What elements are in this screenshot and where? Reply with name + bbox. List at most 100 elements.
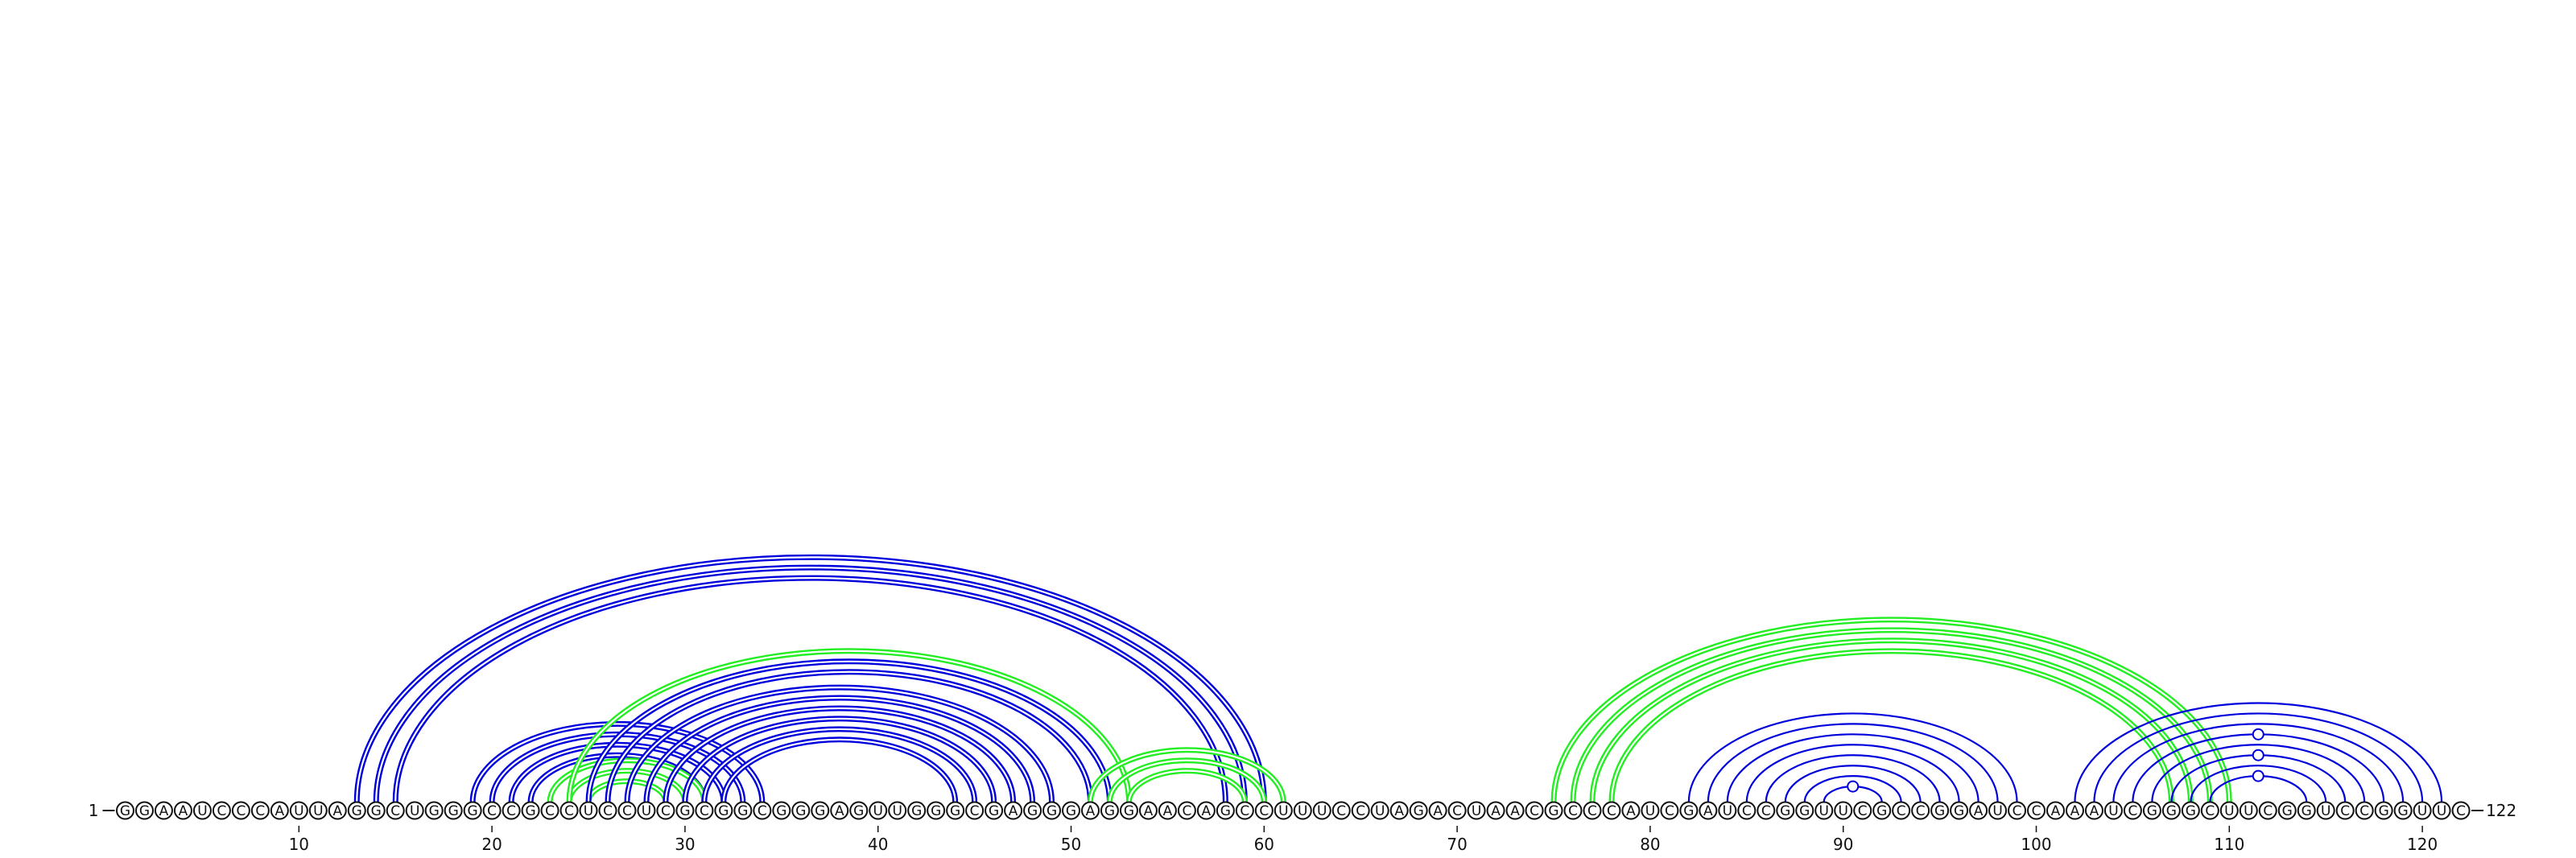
nucleotide: G xyxy=(733,801,753,820)
nucleotide-letter: G xyxy=(2186,803,2196,819)
nucleotide-letter: G xyxy=(468,803,478,819)
base-pair-arc xyxy=(2151,744,2366,802)
nucleotide-letter: G xyxy=(2147,803,2157,819)
base-pair-arc xyxy=(1550,617,2232,802)
nucleotide-circle xyxy=(540,801,559,820)
nucleotide: G xyxy=(791,801,811,820)
nucleotide: G xyxy=(2374,801,2393,820)
nucleotide: U xyxy=(2316,801,2335,820)
nucleotide-letter: A xyxy=(1163,803,1173,819)
nucleotide-circle xyxy=(2142,801,2161,820)
nucleotide-letter: U xyxy=(1298,803,1307,819)
nucleotide-circle xyxy=(1370,801,1389,820)
nucleotide: C xyxy=(502,801,521,820)
nucleotide-circle xyxy=(1196,801,1216,820)
nucleotide-letter: G xyxy=(1548,803,1558,819)
nucleotide: C xyxy=(1853,801,1872,820)
nucleotide-circle xyxy=(1331,801,1351,820)
base-pair-arc xyxy=(373,564,1248,802)
nucleotide-letter: A xyxy=(1202,803,1212,819)
nucleotide-letter: C xyxy=(255,803,265,819)
nucleotide-letter: U xyxy=(2224,803,2234,819)
arc-line xyxy=(2151,744,2366,802)
tick-label: 30 xyxy=(675,835,695,854)
nucleotide: U xyxy=(308,801,328,820)
nucleotide-circle xyxy=(116,801,134,820)
nucleotide-circle xyxy=(1409,801,1428,820)
tick-label: 110 xyxy=(2214,835,2244,854)
nucleotide-circle xyxy=(1911,801,1930,820)
base-pair-arc xyxy=(1726,733,1979,802)
nucleotide: C xyxy=(2335,801,2355,820)
base-pair-arc xyxy=(566,768,688,802)
nucleotide-circle xyxy=(463,801,482,820)
nucleotide: C xyxy=(695,801,714,820)
nucleotide-letter: A xyxy=(159,803,169,819)
nucleotide-circle xyxy=(579,801,598,820)
nucleotide-circle xyxy=(1023,801,1042,820)
base-pair-arc xyxy=(682,716,997,802)
arc-inner xyxy=(1552,618,2231,802)
nucleotide-circle xyxy=(1660,801,1679,820)
nucleotide-letter: U xyxy=(2437,803,2446,819)
nucleotide: C xyxy=(965,801,985,820)
nucleotide: U xyxy=(2413,801,2432,820)
arc-inner xyxy=(1610,650,2173,802)
arc-inner xyxy=(1089,749,1285,802)
nucleotide: C xyxy=(1447,801,1467,820)
nucleotide-circle xyxy=(985,801,1004,820)
arc-inner xyxy=(587,660,1111,802)
end-index-label: 122 xyxy=(2486,801,2516,820)
nucleotide-circle xyxy=(1293,801,1312,820)
nucleotide: A xyxy=(1158,801,1177,820)
nucleotide-circle xyxy=(1177,801,1196,820)
nucleotide-letter: U xyxy=(584,803,593,819)
nucleotide-circle xyxy=(2297,801,2316,820)
nucleotide-circle xyxy=(1486,801,1505,820)
nucleotide: U xyxy=(2432,801,2451,820)
nucleotide-circle xyxy=(1119,801,1138,820)
nucleotide-letter: U xyxy=(1645,803,1655,819)
nucleotide-letter: U xyxy=(2244,803,2253,819)
nucleotide: C xyxy=(482,801,502,820)
nucleotide: A xyxy=(328,801,347,820)
nucleotide-letter: G xyxy=(1027,803,1038,819)
nucleotide-circle xyxy=(1776,801,1795,820)
nucleotide-circle xyxy=(1930,801,1950,820)
nucleotide-letter: G xyxy=(679,803,690,819)
nucleotide-circle xyxy=(424,801,444,820)
nucleotide-letter: A xyxy=(1626,803,1636,819)
nucleotide: C xyxy=(1757,801,1776,820)
nucleotide-letter: G xyxy=(1799,803,1810,819)
nucleotide-letter: G xyxy=(2166,803,2177,819)
nucleotide-circle xyxy=(2084,801,2103,820)
nucleotide-letter: G xyxy=(120,803,130,819)
nucleotide-letter: U xyxy=(313,803,323,819)
nucleotide: G xyxy=(946,801,965,820)
nucleotide-letter: C xyxy=(622,803,632,819)
nucleotide-letter: A xyxy=(1433,803,1443,819)
nucleotide-circle xyxy=(154,801,173,820)
nucleotide-circle xyxy=(1892,801,1911,820)
nucleotide-circle xyxy=(965,801,985,820)
nucleotide-circle xyxy=(1042,801,1062,820)
nucleotide-circle xyxy=(1757,801,1776,820)
nucleotide: U xyxy=(289,801,308,820)
nucleotide-circle xyxy=(250,801,270,820)
nucleotide-circle xyxy=(231,801,250,820)
nucleotide-circle xyxy=(1254,801,1274,820)
nucleotide: A xyxy=(1621,801,1641,820)
nucleotide: G xyxy=(714,801,733,820)
nucleotide-letter: C xyxy=(2456,803,2466,819)
base-pair-arc xyxy=(2074,702,2443,802)
arc-inner xyxy=(683,717,995,802)
arc-inner xyxy=(1571,629,2211,802)
nucleotide-letter: C xyxy=(2340,803,2350,819)
nucleotide: U xyxy=(1834,801,1853,820)
nucleotide: G xyxy=(985,801,1004,820)
nucleotide: G xyxy=(1950,801,1969,820)
nucleotide-circle xyxy=(1351,801,1370,820)
nucleotide-circle xyxy=(1428,801,1447,820)
nucleotide: C xyxy=(1660,801,1679,820)
